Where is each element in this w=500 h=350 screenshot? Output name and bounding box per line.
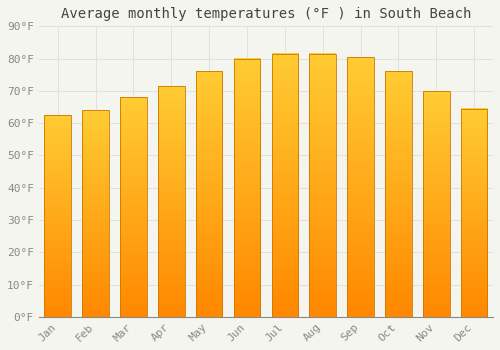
Bar [385, 71, 411, 317]
Title: Average monthly temperatures (°F ) in South Beach: Average monthly temperatures (°F ) in So… [60, 7, 471, 21]
Bar [196, 71, 222, 317]
Bar [82, 110, 109, 317]
Bar [44, 115, 71, 317]
Bar [348, 57, 374, 317]
Bar [272, 54, 298, 317]
Bar [158, 86, 184, 317]
Bar [120, 97, 146, 317]
Bar [423, 91, 450, 317]
Bar [310, 54, 336, 317]
Bar [461, 108, 487, 317]
Bar [234, 58, 260, 317]
